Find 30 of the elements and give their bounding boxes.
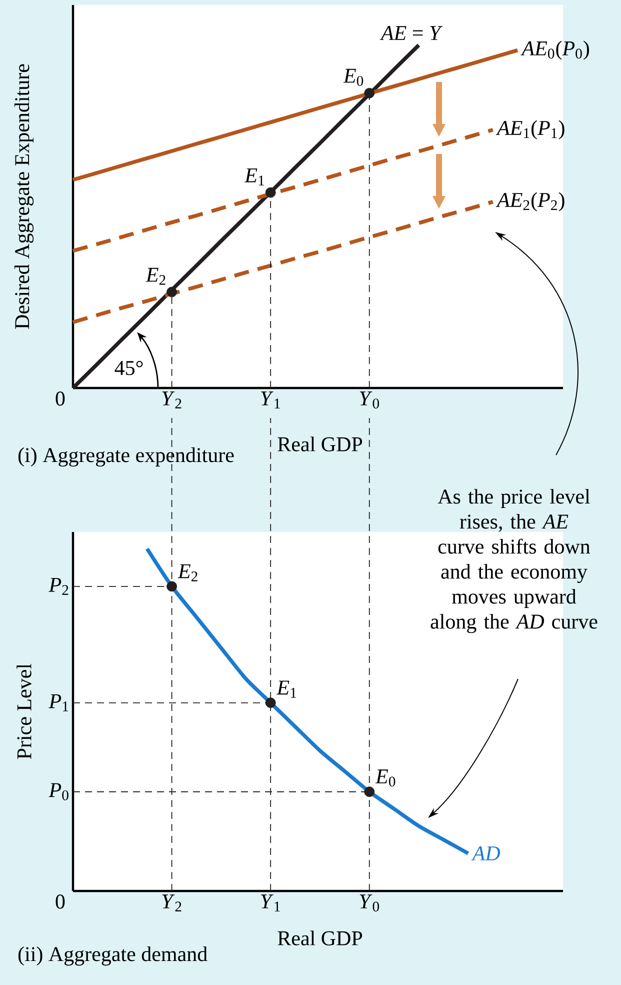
- y-axis-title: Desired Aggregate Expenditure: [14, 64, 34, 329]
- ref-line-label: P$_{0}$: [48, 783, 68, 800]
- ref-line-label: P$_{1}$: [48, 694, 68, 712]
- annotation: E$_{1}$: [276, 680, 296, 698]
- x-tick-label: Y$_{0}$: [360, 392, 380, 409]
- x-tick-label: 0: [56, 392, 65, 406]
- x-axis-title: Real GDP: [278, 930, 362, 946]
- x-axis-title: Real GDP: [278, 436, 362, 452]
- annotation: E$_{1}$: [244, 168, 264, 186]
- ref-line-label: P$_{2}$: [48, 578, 68, 595]
- x-tick-label: 0: [56, 894, 65, 909]
- annotation: E$_{0}$: [375, 770, 396, 787]
- annotation: 45°: [114, 360, 143, 376]
- annotation: E$_{0}$: [343, 68, 364, 86]
- text: (i) Aggregate expenditure: [18, 447, 234, 467]
- series-label: AE$_{1}$(P$_{1}$): [496, 120, 564, 140]
- annotation: E$_{2}$: [146, 268, 166, 285]
- x-tick-label: Y$_{1}$: [261, 894, 280, 912]
- x-tick-label: Y$_{2}$: [162, 894, 182, 912]
- y-axis-title: Price Level: [16, 664, 32, 759]
- text: (ii) Aggregate demand: [18, 946, 208, 966]
- x-tick-label: Y$_{0}$: [360, 894, 380, 912]
- x-tick-label: Y$_{2}$: [162, 392, 182, 408]
- series-label: AE$_{2}$(P$_{2}$): [496, 192, 564, 212]
- text: As the price level rises, the AE curve shifts down and the economy moves upward along the AD curve: [430, 488, 598, 634]
- series-label: AE = Y: [380, 26, 443, 40]
- series-label: AE$_{0}$(P$_{0}$): [520, 40, 590, 60]
- annotation: E$_{2}$: [178, 564, 198, 582]
- x-tick-label: Y$_{1}$: [261, 392, 280, 408]
- series-label: AD: [471, 846, 500, 860]
